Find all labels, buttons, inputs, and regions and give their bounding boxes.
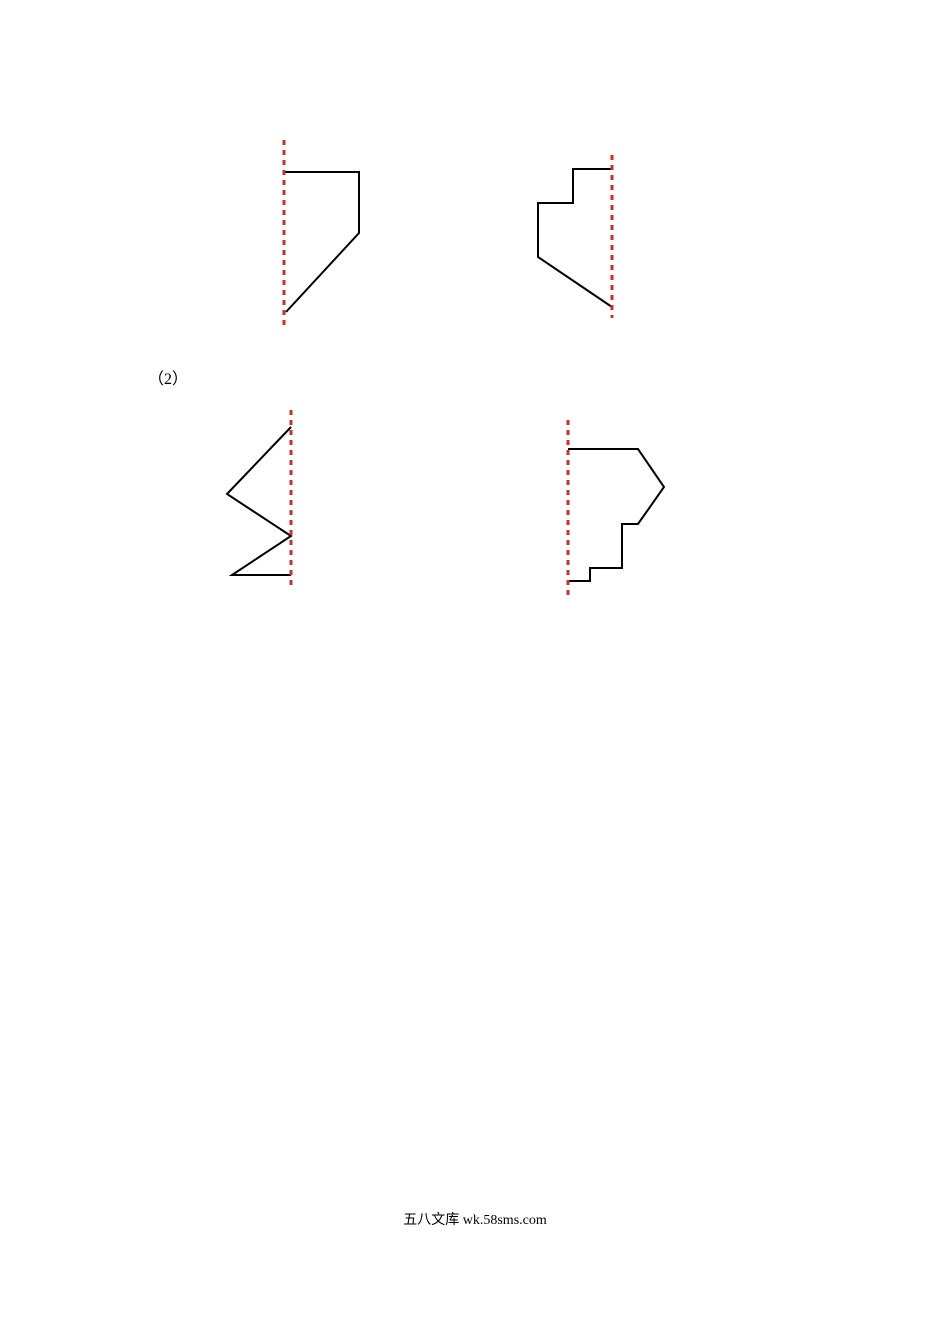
diagram-svg-bottom-left [212, 410, 332, 600]
question-number-label: （2） [148, 365, 188, 389]
page-footer: 五八文库 wk.58sms.com [0, 1209, 950, 1229]
shape-outline [284, 172, 359, 312]
question-text: （2） [148, 371, 188, 388]
diagram-bottom-left [212, 410, 332, 600]
diagram-top-left [260, 140, 380, 340]
diagram-bottom-right [552, 420, 692, 610]
footer-text: 五八文库 wk.58sms.com [403, 1213, 547, 1228]
diagram-svg-bottom-right [552, 420, 692, 610]
diagram-top-right [520, 155, 640, 335]
diagram-svg-top-right [520, 155, 640, 335]
shape-outline [227, 427, 291, 575]
shape-outline [538, 169, 612, 307]
shape-outline [568, 449, 664, 581]
diagram-svg-top-left [260, 140, 380, 340]
